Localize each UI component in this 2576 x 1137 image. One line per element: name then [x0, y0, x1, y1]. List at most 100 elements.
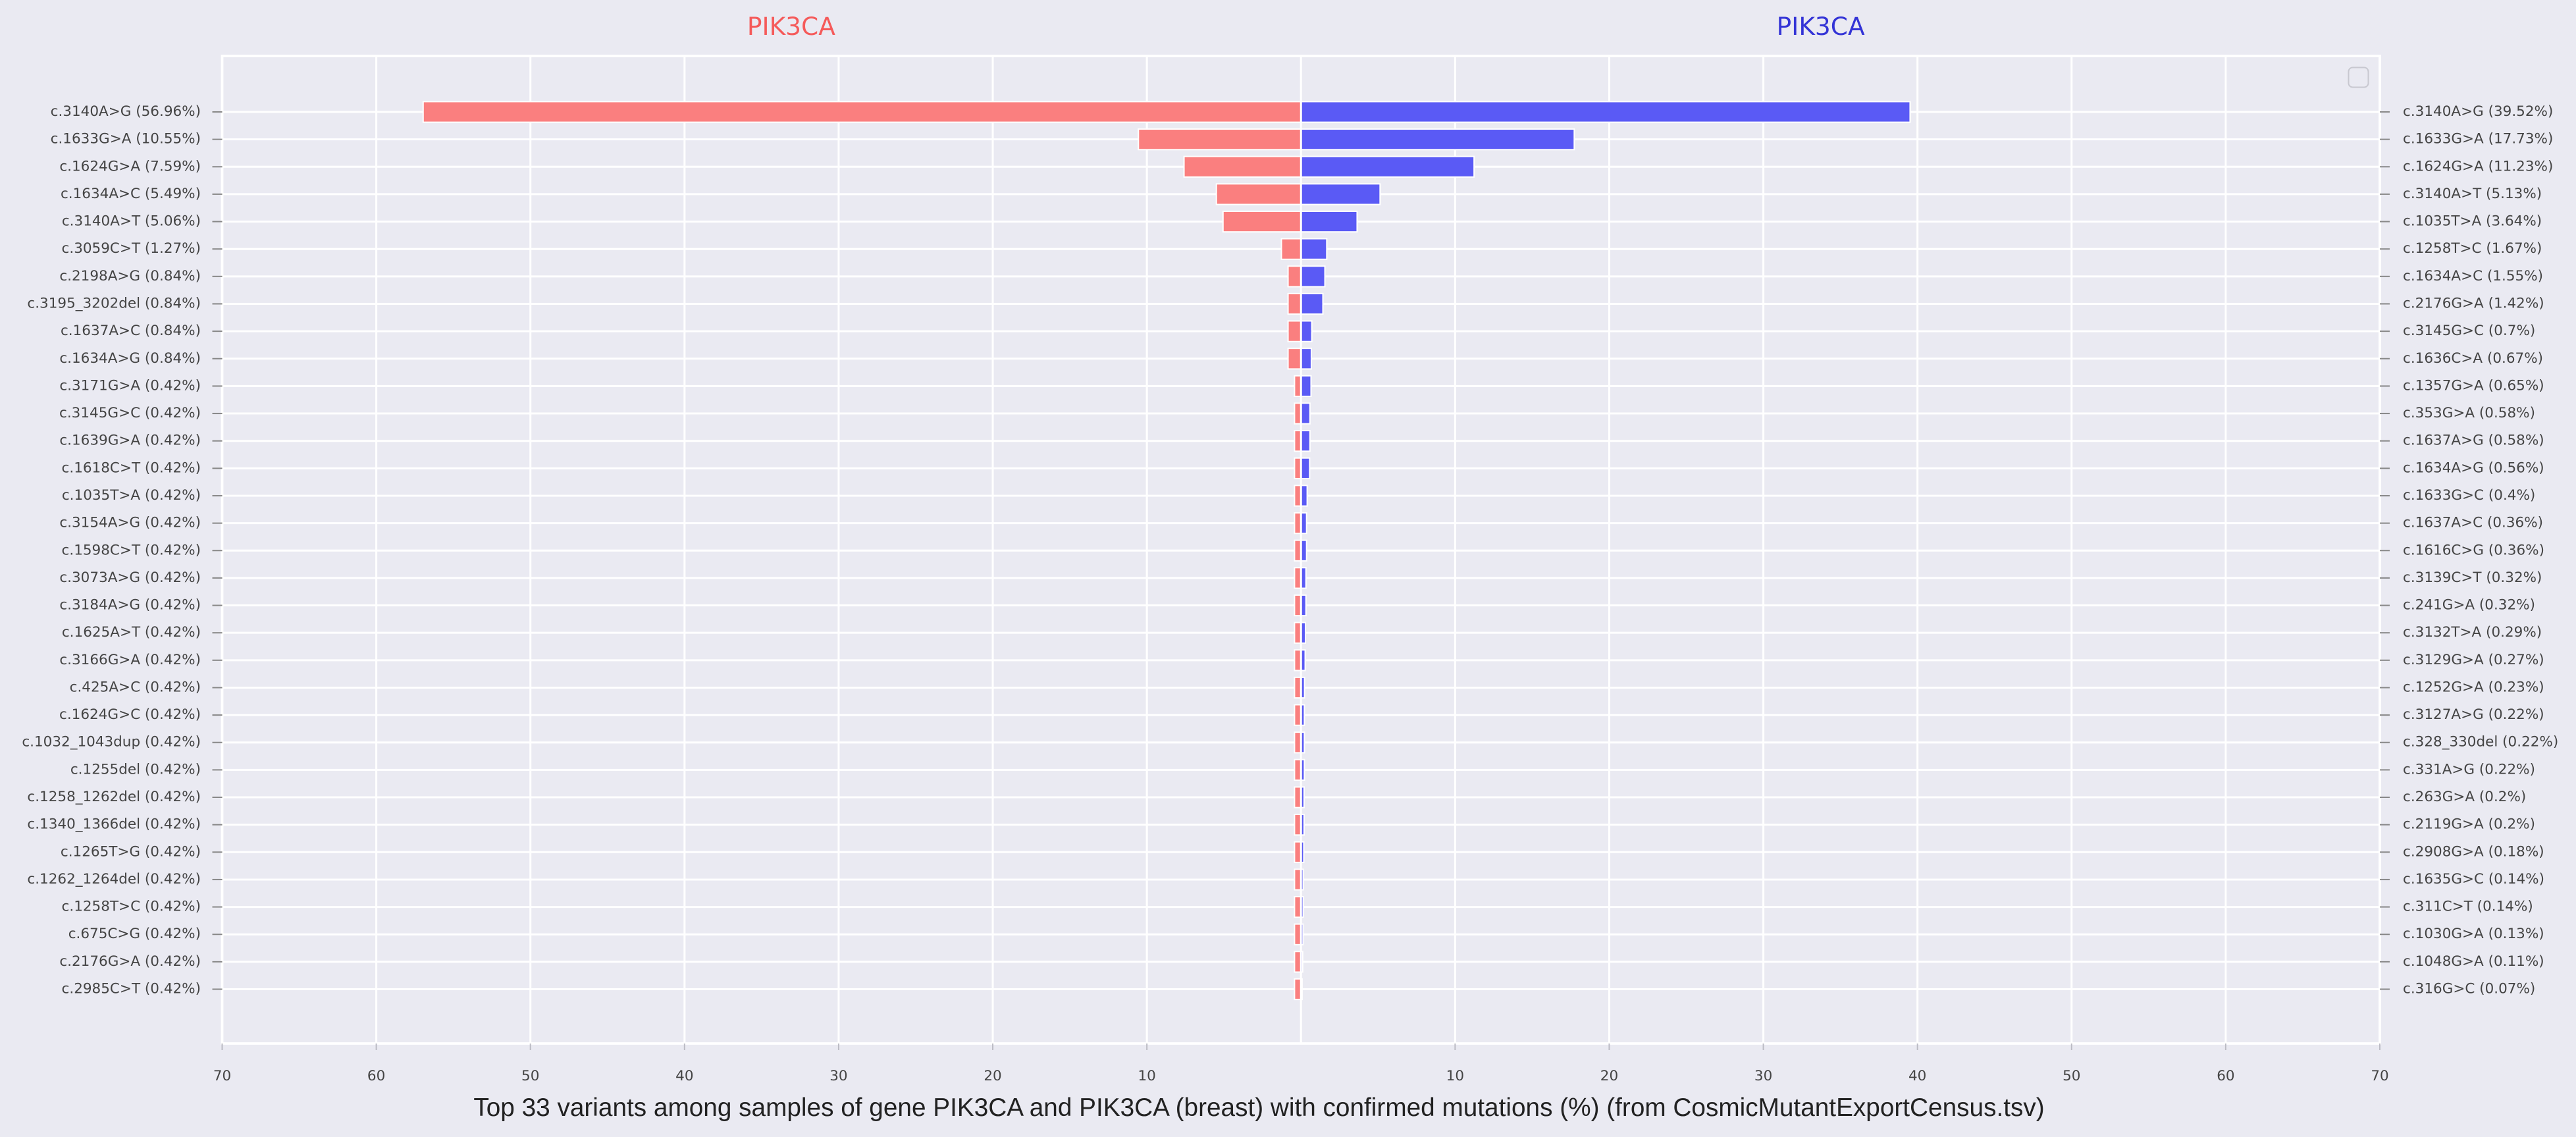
bar [1300, 210, 1358, 233]
y-tick-label: c.3171G>A (0.42%) [59, 377, 201, 394]
y-tick-label: c.3132T>A (0.29%) [2403, 624, 2542, 641]
y-tick-label: c.1357G>A (0.65%) [2403, 377, 2544, 394]
y-tick-label: c.3073A>G (0.42%) [59, 569, 201, 586]
y-tick-label: c.1633G>A (17.73%) [2403, 131, 2553, 147]
bar [1300, 238, 1328, 260]
y-tick-label: c.1252G>A (0.23%) [2403, 679, 2544, 695]
y-tick-label: c.2985C>T (0.42%) [62, 981, 201, 997]
y-tick-label: c.1633G>C (0.4%) [2403, 487, 2535, 504]
y-tick-label: c.3059C>T (1.27%) [62, 240, 201, 257]
y-tick-label: c.1616C>G (0.36%) [2403, 542, 2544, 558]
y-tick-label: c.1032_1043dup (0.42%) [22, 734, 201, 751]
x-tick-label: 20 [1600, 1068, 1618, 1084]
y-tick-label: c.3154A>G (0.42%) [59, 515, 201, 531]
y-tick-label: c.3127A>G (0.22%) [2403, 706, 2544, 723]
y-tick-label: c.241G>A (0.32%) [2403, 597, 2535, 614]
y-tick-label: c.1637A>C (0.84%) [61, 323, 201, 339]
y-tick-label: c.1598C>T (0.42%) [62, 542, 201, 558]
y-tick-label: c.316G>C (0.07%) [2403, 981, 2535, 997]
y-tick-label: c.3129G>A (0.27%) [2403, 652, 2544, 668]
bar [1183, 155, 1302, 178]
bar [1300, 402, 1311, 425]
bar [1300, 183, 1381, 205]
bar [1287, 348, 1302, 370]
x-tick-label: 30 [1754, 1068, 1772, 1084]
y-tick-label: c.1624G>A (7.59%) [59, 158, 201, 174]
y-tick-label: c.3195_3202del (0.84%) [27, 295, 201, 311]
y-tick-label: c.1635G>C (0.14%) [2403, 871, 2544, 887]
bar [1300, 128, 1575, 151]
y-tick-label: c.1636C>A (0.67%) [2403, 350, 2543, 367]
y-tick-label: c.1625A>T (0.42%) [62, 624, 201, 641]
bar [422, 101, 1302, 123]
y-tick-label: c.1637A>C (0.36%) [2403, 515, 2543, 531]
y-tick-label: c.675C>G (0.42%) [68, 926, 201, 942]
x-tick-label: 10 [1138, 1068, 1155, 1084]
x-tick-label: 50 [2063, 1068, 2080, 1084]
y-tick-label: c.1035T>A (0.42%) [62, 487, 201, 504]
y-tick-label: c.353G>A (0.58%) [2403, 405, 2535, 421]
x-tick-label: 60 [367, 1068, 385, 1084]
bar [1287, 292, 1302, 315]
y-tick-label: c.3140A>T (5.13%) [2403, 186, 2542, 202]
y-tick-label: c.1634A>G (0.56%) [2403, 460, 2544, 476]
bar [1300, 101, 1911, 123]
bar [1215, 183, 1302, 205]
y-tick-label: c.1637A>G (0.58%) [2403, 433, 2544, 449]
y-tick-label: c.1634A>C (1.55%) [2403, 268, 2543, 284]
legend-box [2348, 66, 2369, 88]
bar [1300, 155, 1475, 178]
x-tick-label: 10 [1446, 1068, 1464, 1084]
y-tick-label: c.2908G>A (0.18%) [2403, 843, 2544, 860]
y-tick-label: c.3145G>C (0.42%) [59, 405, 201, 421]
y-tick-label: c.263G>A (0.2%) [2403, 789, 2526, 805]
y-tick-label: c.3140A>G (56.96%) [51, 103, 201, 120]
x-tick-label: 70 [2371, 1068, 2388, 1084]
chart-title: PIK3CA [747, 12, 835, 41]
bar [1138, 128, 1302, 151]
chart-title: PIK3CA [1777, 12, 1865, 41]
y-tick-label: c.328_330del (0.22%) [2403, 734, 2558, 751]
y-tick-label: c.1258_1262del (0.42%) [27, 789, 201, 805]
bar [1287, 265, 1302, 288]
y-tick-label: c.1265T>G (0.42%) [61, 843, 201, 860]
y-tick-label: c.3139C>T (0.32%) [2403, 569, 2542, 586]
bar [1300, 430, 1311, 452]
y-tick-label: c.1035T>A (3.64%) [2403, 213, 2542, 230]
bar [1222, 210, 1302, 233]
x-tick-label: 30 [829, 1068, 847, 1084]
y-tick-label: c.1030G>A (0.13%) [2403, 926, 2544, 942]
y-tick-label: c.2176G>A (0.42%) [59, 953, 201, 970]
y-tick-label: c.331A>G (0.22%) [2403, 761, 2535, 778]
bar [1287, 320, 1302, 342]
y-tick-label: c.1639G>A (0.42%) [59, 433, 201, 449]
caption: Top 33 variants among samples of gene PI… [473, 1094, 2044, 1122]
y-tick-label: c.1340_1366del (0.42%) [27, 816, 201, 833]
y-tick-label: c.425A>C (0.42%) [70, 679, 201, 695]
x-tick-label: 60 [2217, 1068, 2234, 1084]
y-tick-label: c.1624G>A (11.23%) [2403, 158, 2553, 174]
bar [1300, 348, 1312, 370]
y-tick-label: c.1255del (0.42%) [70, 761, 201, 778]
y-tick-label: c.3140A>T (5.06%) [62, 213, 201, 230]
bar [1300, 457, 1311, 479]
y-tick-label: c.2176G>A (1.42%) [2403, 295, 2544, 311]
x-tick-label: 70 [213, 1068, 231, 1084]
bar [1300, 320, 1313, 342]
y-tick-label: c.1624G>C (0.42%) [59, 706, 201, 723]
grid [221, 56, 2381, 1044]
x-tick-label: 40 [675, 1068, 693, 1084]
bar [1300, 292, 1324, 315]
bar [1300, 375, 1312, 398]
bar [1300, 265, 1326, 288]
y-tick-label: c.1258T>C (0.42%) [62, 899, 201, 915]
bar [1280, 238, 1302, 260]
y-tick-label: c.1262_1264del (0.42%) [27, 871, 201, 887]
y-tick-label: c.1634A>C (5.49%) [61, 186, 201, 202]
y-tick-label: c.311C>T (0.14%) [2403, 899, 2533, 915]
y-tick-label: c.3184A>G (0.42%) [59, 597, 201, 614]
y-tick-label: c.3166G>A (0.42%) [59, 652, 201, 668]
y-tick-label: c.1634A>G (0.84%) [59, 350, 201, 367]
x-tick-label: 20 [984, 1068, 1001, 1084]
